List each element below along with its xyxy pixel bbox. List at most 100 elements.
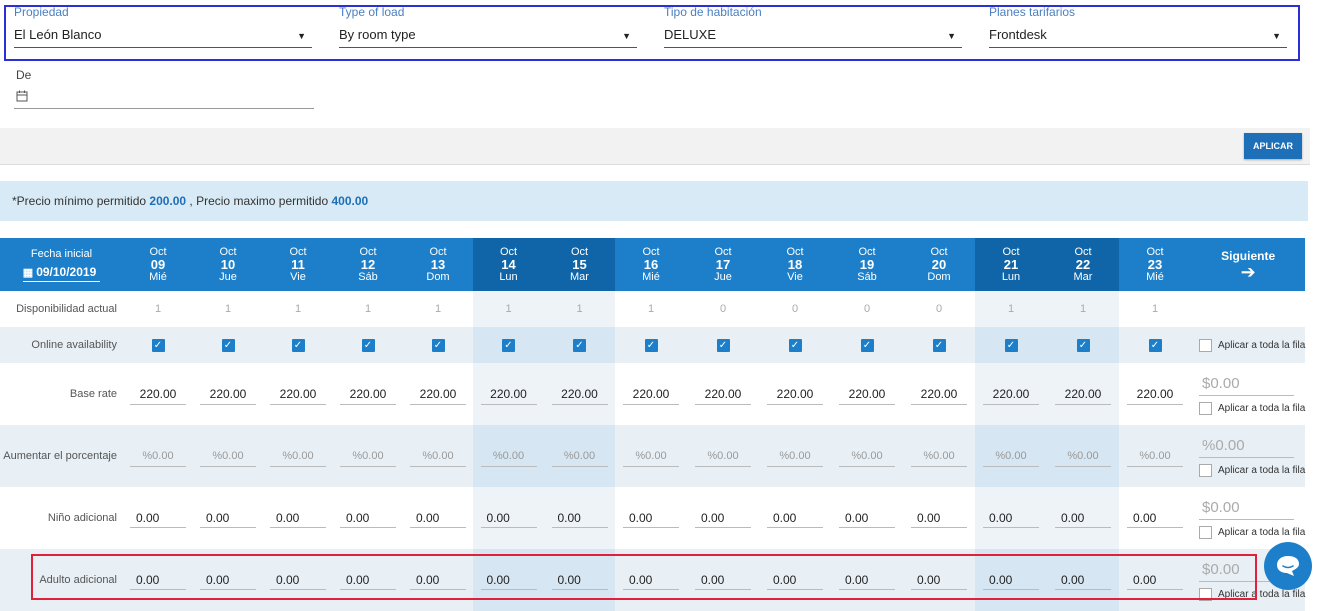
nino-input[interactable]: 0.00 [623, 508, 679, 528]
percent-input[interactable]: %0.00 [410, 446, 466, 467]
nino-input[interactable]: 0.00 [839, 508, 895, 528]
base-rate-input[interactable]: 220.00 [839, 384, 895, 405]
online-cell: ✓ [759, 327, 831, 363]
aumentar-all-input[interactable]: %0.00 [1199, 435, 1294, 458]
adulto-input[interactable]: 0.00 [623, 570, 679, 590]
percent-input[interactable]: %0.00 [551, 446, 608, 467]
base-rate-input[interactable]: 220.00 [911, 384, 967, 405]
nino-input[interactable]: 0.00 [340, 508, 396, 528]
adulto-input[interactable]: 0.00 [551, 570, 608, 590]
nino-input[interactable]: 0.00 [911, 508, 967, 528]
fecha-inicial-input[interactable]: ▦ 09/10/2019 [22, 265, 101, 282]
adulto-input[interactable]: 0.00 [1127, 570, 1183, 590]
checkbox-checked-icon[interactable]: ✓ [788, 338, 802, 352]
nino-input[interactable]: 0.00 [983, 508, 1039, 528]
adulto-input[interactable]: 0.00 [270, 570, 326, 590]
nino-input[interactable]: 0.00 [551, 508, 608, 528]
adulto-input[interactable]: 0.00 [695, 570, 751, 590]
nino-input[interactable]: 0.00 [1127, 508, 1183, 528]
apply-row-checkbox[interactable]: Aplicar a toda la fila [1199, 402, 1305, 415]
checkbox-checked-icon[interactable]: ✓ [1076, 338, 1090, 352]
checkbox-checked-icon[interactable]: ✓ [291, 338, 305, 352]
percent-input[interactable]: %0.00 [983, 446, 1039, 467]
apply-row-checkbox[interactable]: Aplicar a toda la fila [1199, 338, 1305, 352]
base-rate-input[interactable]: 220.00 [130, 384, 186, 405]
day-header-mon: Oct [786, 245, 804, 258]
base-rate-input[interactable]: 220.00 [200, 384, 256, 405]
checkbox-checked-icon[interactable]: ✓ [716, 338, 730, 352]
checkbox-checked-icon[interactable]: ✓ [573, 338, 586, 352]
percent-input[interactable]: %0.00 [623, 446, 679, 467]
apply-row-checkbox[interactable]: Aplicar a toda la fila [1199, 526, 1305, 539]
percent-input[interactable]: %0.00 [911, 446, 967, 467]
nino-input[interactable]: 0.00 [130, 508, 186, 528]
base-rate-input[interactable]: 220.00 [270, 384, 326, 405]
day-header-day: 21 [1003, 256, 1019, 272]
checkbox-checked-icon[interactable]: ✓ [431, 338, 445, 352]
base-rate-input[interactable]: 220.00 [340, 384, 396, 405]
adulto-input[interactable]: 0.00 [340, 570, 396, 590]
row-base: Base rate 220.00 220.00 220.00 220.00 220.00 2… [0, 363, 1305, 425]
checkbox-checked-icon[interactable]: ✓ [151, 338, 165, 352]
base-all-input[interactable]: $0.00 [1199, 373, 1294, 396]
checkbox-checked-icon[interactable]: ✓ [502, 338, 515, 352]
checkbox-checked-icon[interactable]: ✓ [361, 338, 375, 352]
base-rate-input[interactable]: 220.00 [983, 384, 1039, 405]
nino-input[interactable]: 0.00 [410, 508, 466, 528]
adulto-input[interactable]: 0.00 [983, 570, 1039, 590]
apply-row-checkbox[interactable]: Aplicar a toda la fila [1199, 464, 1305, 477]
siguiente-button[interactable]: Siguiente ➔ [1191, 238, 1306, 291]
checkbox-checked-icon[interactable]: ✓ [1148, 338, 1162, 352]
aumentar-cell: %0.00 [333, 425, 403, 487]
adulto-input[interactable]: 0.00 [480, 570, 537, 590]
percent-input[interactable]: %0.00 [200, 446, 256, 467]
apply-row-checkbox[interactable]: Aplicar a toda la fila [1199, 588, 1305, 601]
base-rate-input[interactable]: 220.00 [1055, 384, 1111, 405]
base-rate-input[interactable]: 220.00 [695, 384, 751, 405]
aumentar-cell: %0.00 [615, 425, 687, 487]
nino-input[interactable]: 0.00 [1055, 508, 1111, 528]
percent-input[interactable]: %0.00 [839, 446, 895, 467]
nino-cell: 0.00 [975, 487, 1047, 549]
base-rate-input[interactable]: 220.00 [1127, 384, 1183, 405]
adulto-input[interactable]: 0.00 [410, 570, 466, 590]
min-price: 200.00 [149, 194, 187, 208]
online-cell: ✓ [123, 327, 193, 363]
percent-input[interactable]: %0.00 [767, 446, 823, 467]
percent-input[interactable]: %0.00 [130, 446, 186, 467]
nino-input[interactable]: 0.00 [695, 508, 751, 528]
base-rate-input[interactable]: 220.00 [480, 384, 537, 405]
nino-input[interactable]: 0.00 [767, 508, 823, 528]
adulto-input[interactable]: 0.00 [1055, 570, 1111, 590]
adulto-input[interactable]: 0.00 [200, 570, 256, 590]
percent-input[interactable]: %0.00 [270, 446, 326, 467]
checkbox-checked-icon[interactable]: ✓ [860, 338, 874, 352]
percent-input[interactable]: %0.00 [1055, 446, 1111, 467]
adulto-all-input[interactable]: $0.00 [1199, 559, 1294, 582]
base-rate-input[interactable]: 220.00 [410, 384, 466, 405]
aumentar-cell: %0.00 [403, 425, 473, 487]
adulto-input[interactable]: 0.00 [130, 570, 186, 590]
planes-tarifarios-value: Frontdesk [989, 27, 1047, 42]
base-rate-input[interactable]: 220.00 [623, 384, 679, 405]
adulto-input[interactable]: 0.00 [911, 570, 967, 590]
adulto-input[interactable]: 0.00 [839, 570, 895, 590]
percent-input[interactable]: %0.00 [480, 446, 537, 467]
adulto-input[interactable]: 0.00 [767, 570, 823, 590]
checkbox-checked-icon[interactable]: ✓ [644, 338, 658, 352]
base-rate-input[interactable]: 220.00 [551, 384, 608, 405]
percent-input[interactable]: %0.00 [1127, 446, 1183, 467]
nino-all-input[interactable]: $0.00 [1199, 497, 1294, 520]
base-rate-input[interactable]: 220.00 [767, 384, 823, 405]
nino-input[interactable]: 0.00 [270, 508, 326, 528]
nino-input[interactable]: 0.00 [480, 508, 537, 528]
de-date-input[interactable] [14, 88, 314, 109]
checkbox-checked-icon[interactable]: ✓ [1004, 338, 1018, 352]
percent-input[interactable]: %0.00 [695, 446, 751, 467]
chat-button[interactable] [1264, 542, 1312, 590]
percent-input[interactable]: %0.00 [340, 446, 396, 467]
checkbox-checked-icon[interactable]: ✓ [221, 338, 235, 352]
checkbox-checked-icon[interactable]: ✓ [932, 338, 946, 352]
nino-input[interactable]: 0.00 [200, 508, 256, 528]
aplicar-button[interactable]: APLICAR [1244, 133, 1302, 159]
